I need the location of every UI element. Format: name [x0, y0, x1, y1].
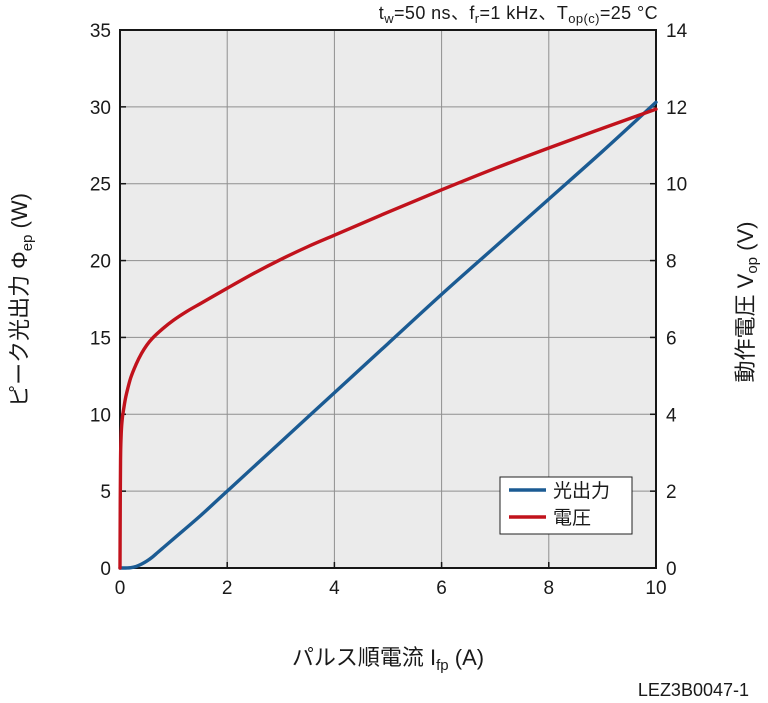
y2-tick-label: 0 [666, 559, 677, 580]
y2-tick-label: 12 [666, 98, 687, 119]
legend: 光出力 電圧 [499, 476, 633, 535]
condition-subscript: w [383, 11, 394, 26]
condition-text: T [557, 3, 568, 23]
left-y-axis-label-subscript: ep [19, 235, 36, 252]
test-conditions: tw=50 ns、fr=1 kHz、Top(c)=25 °C [379, 3, 658, 26]
y-tick-label: 15 [90, 328, 111, 349]
x-tick-label: 6 [436, 578, 447, 599]
legend-box [499, 476, 633, 535]
y2-tick-label: 6 [666, 328, 677, 349]
condition-subscript: op(c) [568, 11, 600, 26]
right-y-axis-tick-labels: 0 2 4 6 8 10 12 14 [666, 21, 688, 580]
x-axis-label: パルス順電流 Ifp (A) [292, 645, 484, 674]
y-tick-label: 25 [90, 175, 111, 196]
plot-frame [119, 29, 657, 569]
x-axis-label-subscript: fp [436, 657, 449, 674]
series-line-1 [118, 100, 658, 570]
y2-tick-label: 4 [666, 405, 677, 426]
x-tick-label: 2 [222, 578, 233, 599]
x-axis-label-unit: (A) [449, 645, 484, 670]
condition-text: =50 ns、 [394, 3, 469, 23]
y-tick-label: 35 [90, 21, 111, 42]
left-y-axis-label: ピーク光出力 Φep (W) [7, 193, 36, 407]
x-axis-tick-labels: 0 2 4 6 8 10 [115, 578, 667, 599]
right-y-axis-label-subscript: op [744, 257, 761, 274]
left-y-axis-tick-labels: 0 5 10 15 20 25 30 35 [90, 21, 111, 580]
y2-tick-label: 10 [666, 175, 687, 196]
condition-text: f [469, 3, 475, 23]
legend-label: 電圧 [553, 508, 591, 529]
series-line-2 [118, 107, 658, 570]
y2-tick-label: 2 [666, 482, 677, 503]
x-tick-label: 0 [115, 578, 126, 599]
y-tick-label: 5 [100, 482, 111, 503]
y2-tick-label: 8 [666, 252, 677, 273]
figure-id: LEZ3B0047-1 [638, 680, 749, 700]
y2-tick-label: 14 [666, 21, 688, 42]
condition-text: =1 kHz、 [480, 3, 557, 23]
left-y-axis-label-text: ピーク光出力 Φ [7, 251, 32, 407]
condition-text: t [379, 3, 384, 23]
x-tick-label: 8 [544, 578, 555, 599]
x-tick-label: 10 [645, 578, 666, 599]
y-tick-label: 10 [90, 405, 111, 426]
y-tick-label: 20 [90, 252, 111, 273]
x-axis-label-text: パルス順電流 I [292, 645, 436, 670]
right-y-axis-label: 動作電圧 Vop (V) [733, 222, 761, 383]
legend-label: 光出力 [553, 480, 610, 502]
right-y-axis-label-text: 動作電圧 V [733, 273, 758, 382]
gridlines [120, 30, 656, 568]
condition-text: =25 °C [600, 3, 658, 23]
series-lines [118, 100, 658, 570]
right-y-axis-label-unit: (V) [733, 222, 758, 257]
condition-subscript: r [475, 11, 480, 26]
x-tick-label: 4 [329, 578, 340, 599]
y-tick-label: 30 [90, 98, 111, 119]
left-y-axis-label-unit: (W) [7, 193, 32, 235]
y-tick-label: 0 [100, 559, 111, 580]
